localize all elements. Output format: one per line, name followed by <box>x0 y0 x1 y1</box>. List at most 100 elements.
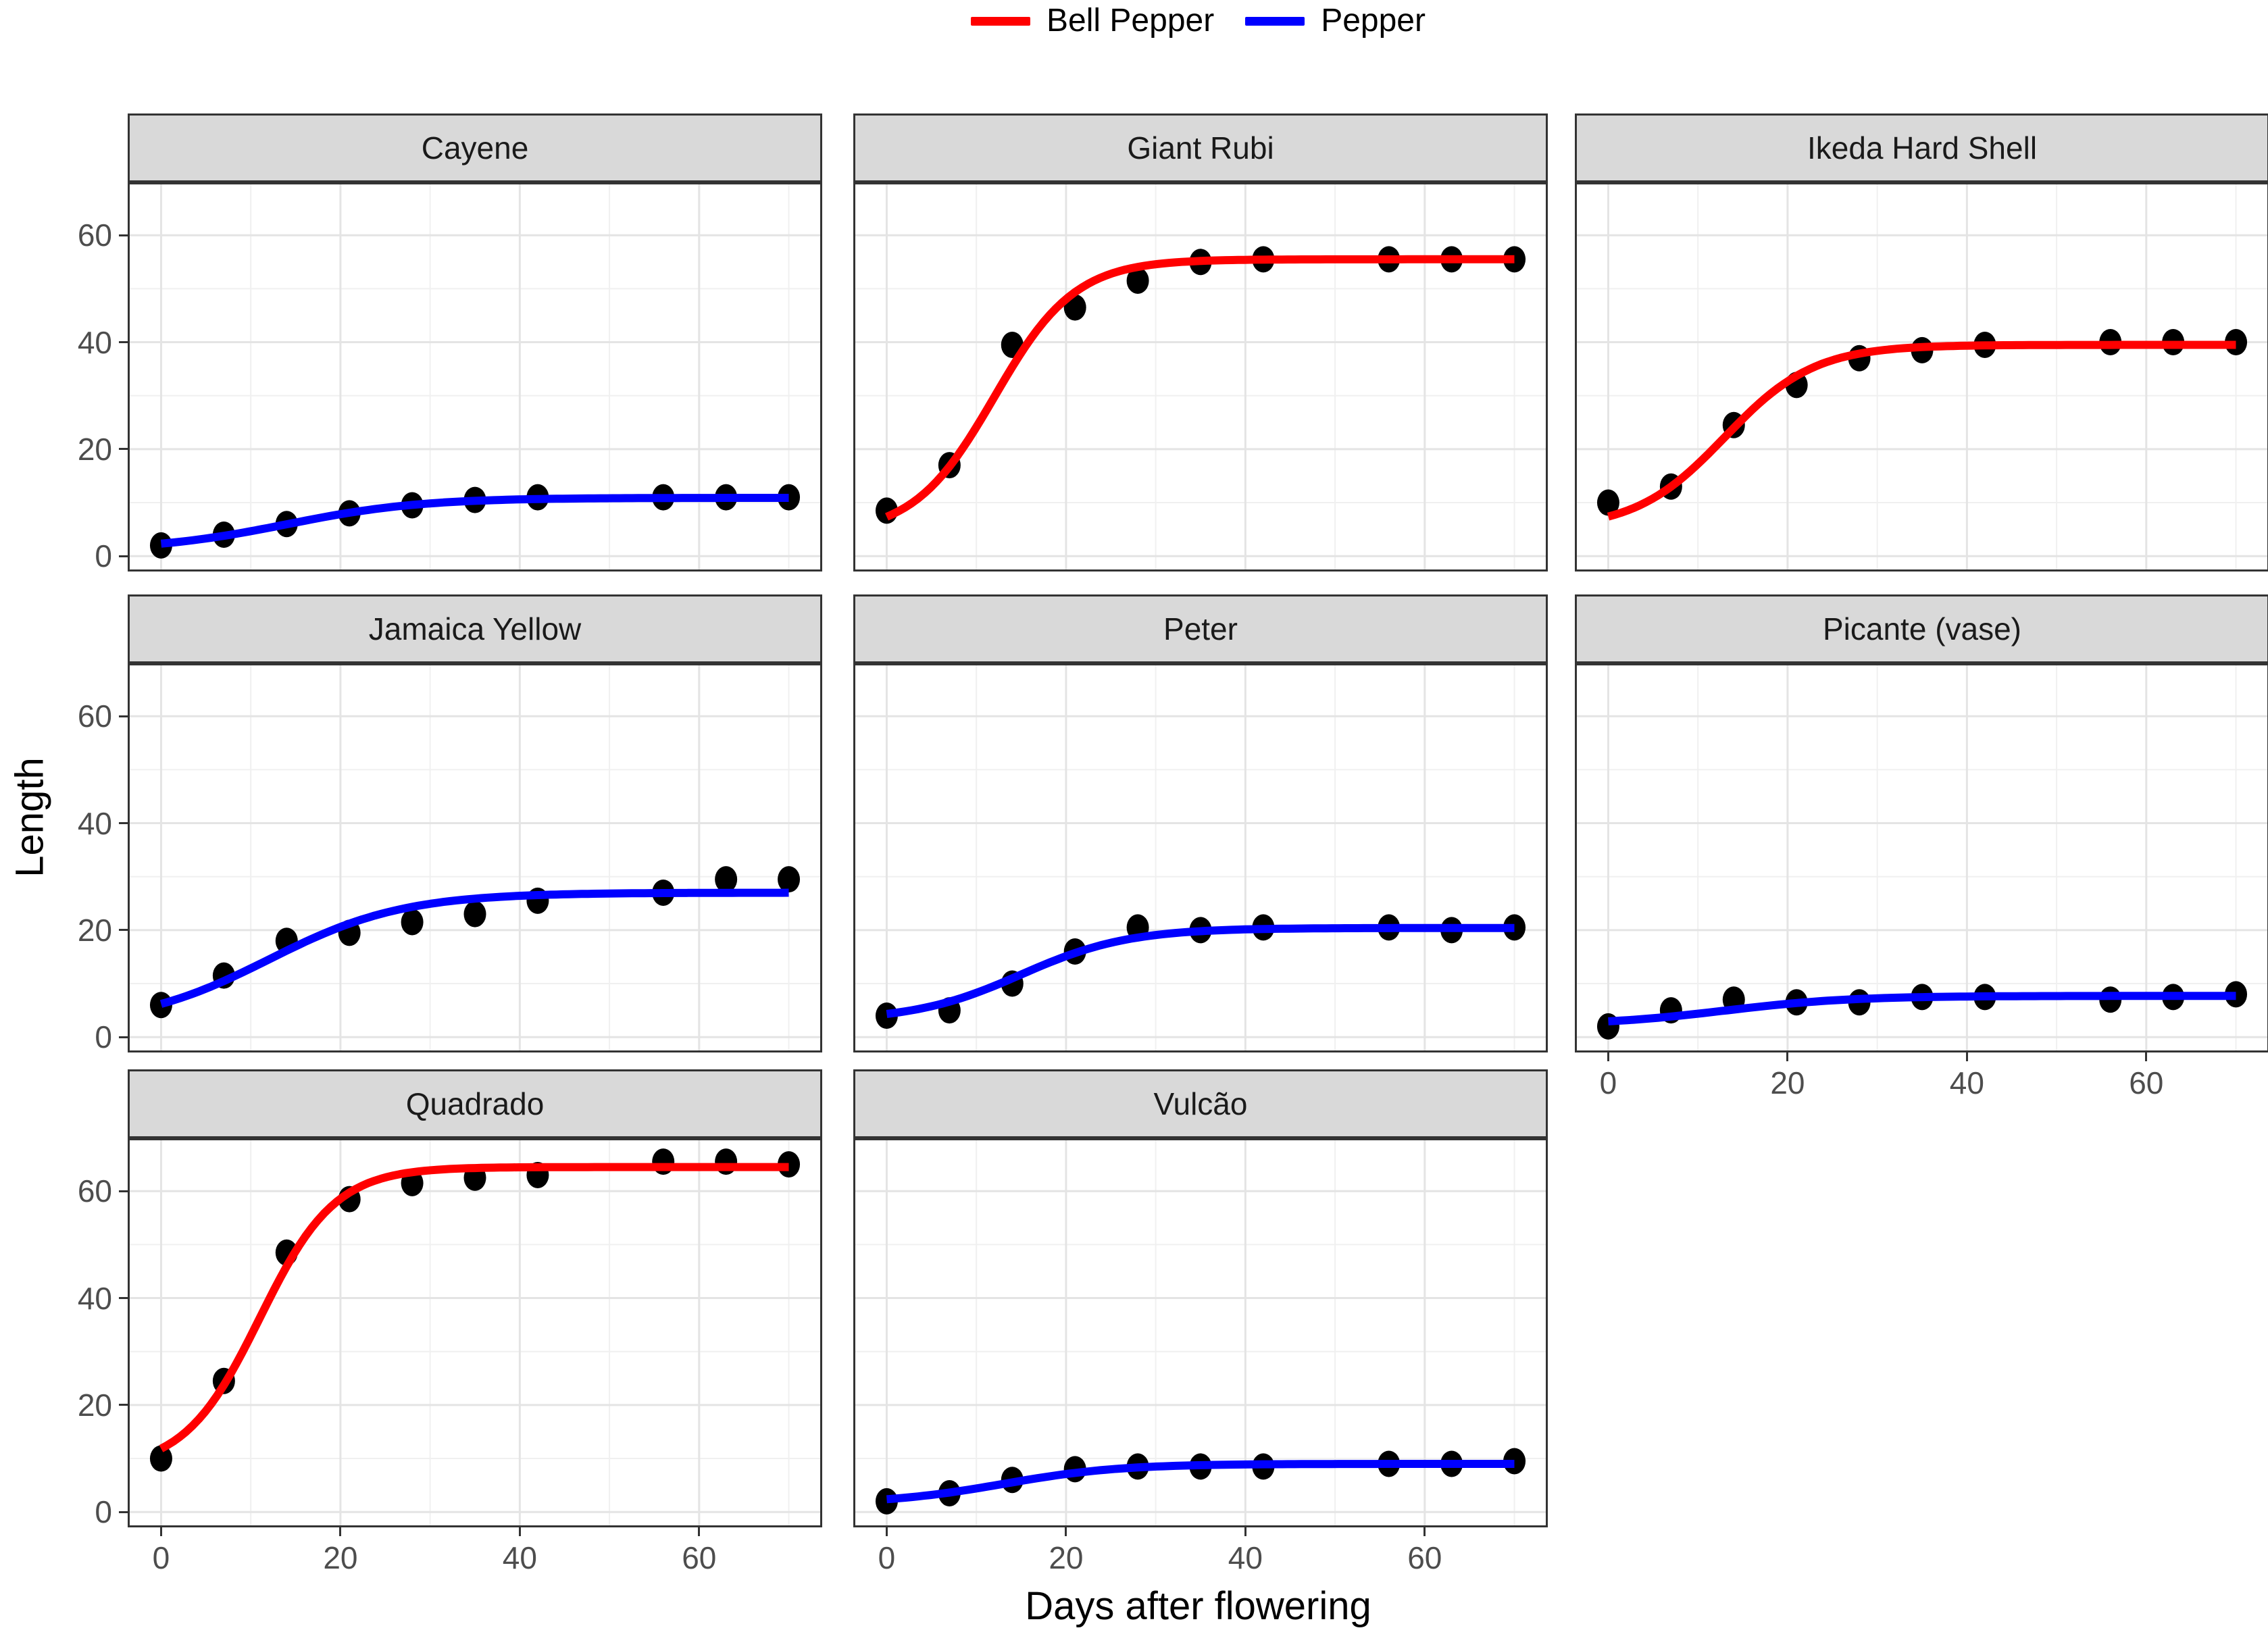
facet-strip: Picante (vase) <box>1575 594 2268 663</box>
major-gridlines <box>855 665 1546 1050</box>
major-gridlines <box>1577 184 2267 569</box>
facet-cayene: Cayene <box>128 113 822 572</box>
x-tick-mark <box>1244 1527 1246 1536</box>
x-tick-label: 20 <box>1049 1540 1084 1575</box>
y-tick-label: 40 <box>77 805 112 841</box>
x-tick-label: 20 <box>1770 1065 1805 1100</box>
x-tick-label: 0 <box>152 1540 170 1575</box>
facet-strip: Peter <box>853 594 1548 663</box>
fit-curve <box>159 888 789 1008</box>
data-point <box>149 532 172 559</box>
y-tick-mark <box>119 341 128 344</box>
fit-curve <box>885 255 1515 521</box>
y-tick-mark <box>119 448 128 451</box>
y-tick-mark <box>119 1190 128 1192</box>
fit-curve <box>1608 992 2236 1025</box>
facet-vulc-o: Vulcão <box>853 1069 1548 1527</box>
data-point <box>1126 268 1149 294</box>
facet-picante-vase-: Picante (vase) <box>1575 594 2268 1052</box>
legend-item-pepper: Pepper <box>1245 5 1426 37</box>
legend-label: Bell Pepper <box>1047 3 1215 39</box>
minor-gridlines <box>130 1140 820 1525</box>
facet-giant-rubi: Giant Rubi <box>853 113 1548 572</box>
x-tick-mark <box>1786 1052 1789 1061</box>
data-point <box>1596 489 1619 516</box>
facet-peter: Peter <box>853 594 1548 1052</box>
y-tick-label: 60 <box>77 218 112 253</box>
facet-plot <box>1575 663 2268 1052</box>
facet-title: Quadrado <box>405 1086 545 1121</box>
y-tick-mark <box>119 929 128 932</box>
x-tick-mark <box>339 1527 342 1536</box>
minor-gridlines <box>855 184 1546 569</box>
y-tick-label: 20 <box>77 1387 112 1423</box>
y-tick-mark <box>119 1404 128 1406</box>
y-tick-label: 0 <box>95 538 112 574</box>
fit-curve <box>886 1460 1515 1504</box>
x-tick-mark <box>885 1527 888 1536</box>
data-point <box>149 1445 172 1472</box>
facet-strip: Cayene <box>128 113 822 182</box>
major-gridlines <box>1577 665 2267 1050</box>
facet-plot <box>853 1138 1548 1527</box>
y-tick-mark <box>119 822 128 825</box>
y-tick-label: 40 <box>77 1280 112 1316</box>
facet-ikeda-hard-shell: Ikeda Hard Shell <box>1575 113 2268 572</box>
x-tick-label: 40 <box>1228 1540 1263 1575</box>
data-points <box>875 914 1526 1030</box>
minor-gridlines <box>1577 665 2267 1050</box>
x-tick-label: 40 <box>1949 1065 1984 1100</box>
data-points <box>1596 329 2248 516</box>
data-point <box>2225 981 2248 1008</box>
x-tick-label: 60 <box>682 1540 717 1575</box>
data-point <box>875 1488 898 1515</box>
y-tick-label: 20 <box>77 912 112 948</box>
data-point <box>1503 246 1526 273</box>
legend-key-line-red <box>971 16 1031 26</box>
legend-label: Pepper <box>1321 3 1426 39</box>
major-gridlines <box>130 665 820 1050</box>
x-tick-label: 60 <box>2129 1065 2164 1100</box>
facet-title: Vulcão <box>1153 1086 1248 1121</box>
y-tick-label: 60 <box>77 698 112 734</box>
x-axis-title: Days after flowering <box>1025 1584 1371 1628</box>
facet-strip: Jamaica Yellow <box>128 594 822 663</box>
facet-plot <box>853 663 1548 1052</box>
x-tick-mark <box>1065 1527 1067 1536</box>
facet-title: Picante (vase) <box>1822 611 2021 646</box>
facet-strip: Giant Rubi <box>853 113 1548 182</box>
facet-title: Cayene <box>421 130 529 166</box>
data-point <box>463 900 486 928</box>
y-tick-mark <box>119 555 128 557</box>
major-gridlines <box>130 1140 820 1525</box>
legend: Bell Pepper Pepper <box>130 0 2267 42</box>
y-tick-label: 0 <box>95 1494 112 1530</box>
x-tick-mark <box>518 1527 521 1536</box>
facet-strip: Ikeda Hard Shell <box>1575 113 2268 182</box>
x-tick-label: 0 <box>1599 1065 1617 1100</box>
major-gridlines <box>130 184 820 569</box>
y-tick-mark <box>119 234 128 236</box>
facet-strip: Quadrado <box>128 1069 822 1138</box>
y-tick-label: 60 <box>77 1173 112 1209</box>
y-tick-mark <box>119 715 128 717</box>
y-tick-label: 0 <box>95 1019 112 1055</box>
y-tick-mark <box>119 1297 128 1300</box>
facet-quadrado: Quadrado <box>128 1069 822 1527</box>
major-gridlines <box>855 184 1546 569</box>
data-point <box>778 866 801 893</box>
legend-key-line-blue <box>1245 16 1305 26</box>
facet-title: Ikeda Hard Shell <box>1807 130 2038 166</box>
facet-plot <box>853 182 1548 572</box>
facet-title: Jamaica Yellow <box>368 611 582 646</box>
data-point <box>401 909 424 936</box>
x-tick-label: 40 <box>502 1540 537 1575</box>
y-tick-label: 40 <box>77 324 112 360</box>
legend-item-bell-pepper: Bell Pepper <box>971 5 1214 37</box>
facet-title: Giant Rubi <box>1127 130 1274 166</box>
data-point <box>778 484 801 511</box>
x-tick-mark <box>1423 1527 1426 1536</box>
data-point <box>1503 914 1526 941</box>
x-tick-label: 20 <box>323 1540 358 1575</box>
